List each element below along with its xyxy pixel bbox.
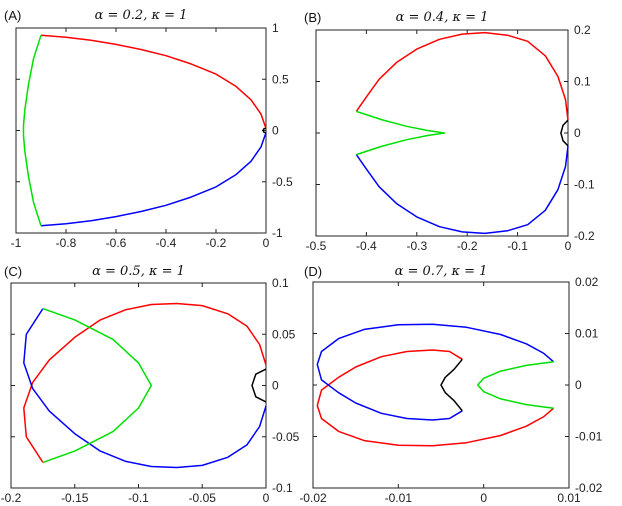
- x-tick-label: 0: [263, 236, 270, 250]
- series-red-curve: [316, 349, 555, 447]
- panel-A: -1 -0.8 -0.6 -0.4 -0.2 0-1-0.500.51α = 0.2, κ…: [4, 8, 293, 250]
- chart-title: α = 0.4, κ = 1: [396, 10, 489, 25]
- series-green-curve: [476, 361, 554, 409]
- x-tick-label: 0: [480, 491, 487, 505]
- chart-title: α = 0.5, κ = 1: [92, 264, 185, 279]
- x-tick-label: -0.2: [206, 236, 227, 250]
- y-tick-label: 0: [575, 378, 582, 392]
- x-tick-label: -0.1: [128, 491, 149, 505]
- series-red-curve: [40, 34, 267, 129]
- panel-label: (B): [304, 10, 321, 25]
- panel-label: (D): [304, 264, 322, 279]
- y-tick-label: 0.1: [272, 276, 289, 290]
- y-tick-label: -0.05: [272, 430, 300, 444]
- y-tick-label: -0.1: [574, 178, 595, 192]
- y-tick-label: 0.5: [272, 72, 289, 86]
- chart-title: α = 0.2, κ = 1: [95, 8, 188, 23]
- series-red-curve: [23, 302, 267, 463]
- x-tick-label: -0.3: [406, 239, 427, 253]
- y-tick-label: 0.2: [574, 23, 591, 37]
- panel-label: (A): [4, 8, 21, 23]
- panel-B: -0.5 -0.4 -0.3 -0.2 -0.1 0-0.2-0.100.10.2α = …: [304, 10, 595, 253]
- series-black-curve: [251, 368, 267, 403]
- y-tick-label: -0.2: [574, 229, 595, 243]
- x-tick-label: 0.01: [557, 491, 581, 505]
- x-tick-label: -0.4: [156, 236, 177, 250]
- x-tick-label: 0: [263, 491, 270, 505]
- series-blue-curve: [23, 308, 267, 469]
- series-blue-curve: [316, 323, 555, 421]
- x-tick-label: -0.5: [306, 239, 327, 253]
- x-tick-label: -0.01: [385, 491, 413, 505]
- y-tick-label: 0.1: [574, 75, 591, 89]
- y-tick-label: -0.5: [272, 175, 293, 189]
- x-tick-label: -1: [11, 236, 22, 250]
- panel-label: (C): [4, 264, 22, 279]
- y-tick-label: 0.05: [272, 327, 296, 341]
- x-tick-label: -0.02: [299, 491, 327, 505]
- y-tick-label: -0.1: [272, 481, 293, 495]
- x-tick-label: 0: [565, 239, 572, 253]
- series-green-curve: [42, 307, 153, 464]
- y-tick-label: 0.01: [575, 327, 599, 341]
- plot-frame: [15, 27, 267, 234]
- x-tick-label: -0.05: [189, 491, 217, 505]
- y-tick-label: 0: [272, 379, 279, 393]
- x-tick-label: -0.1: [507, 239, 528, 253]
- y-tick-label: -0.01: [575, 430, 603, 444]
- x-tick-label: -0.6: [106, 236, 127, 250]
- series-blue-curve: [40, 132, 267, 227]
- x-tick-label: -0.4: [356, 239, 377, 253]
- chart-title: α = 0.7, κ = 1: [395, 264, 488, 279]
- series-black-curve: [262, 127, 267, 134]
- series-blue-curve: [355, 145, 569, 235]
- x-tick-label: -0.8: [56, 236, 77, 250]
- y-tick-label: -1: [272, 226, 283, 240]
- y-tick-label: 0.02: [575, 275, 599, 289]
- y-tick-label: 1: [272, 21, 279, 35]
- series-black-curve: [440, 358, 463, 412]
- series-green-curve: [356, 110, 446, 156]
- y-tick-label: -0.02: [575, 481, 603, 495]
- y-tick-label: 0: [272, 124, 279, 138]
- y-tick-label: 0: [574, 126, 581, 140]
- series-red-curve: [355, 31, 569, 121]
- x-tick-label: -0.15: [61, 491, 89, 505]
- x-tick-label: -0.2: [457, 239, 478, 253]
- series-green-curve: [22, 34, 42, 227]
- series-black-curve: [560, 119, 569, 147]
- x-tick-label: -0.2: [1, 491, 22, 505]
